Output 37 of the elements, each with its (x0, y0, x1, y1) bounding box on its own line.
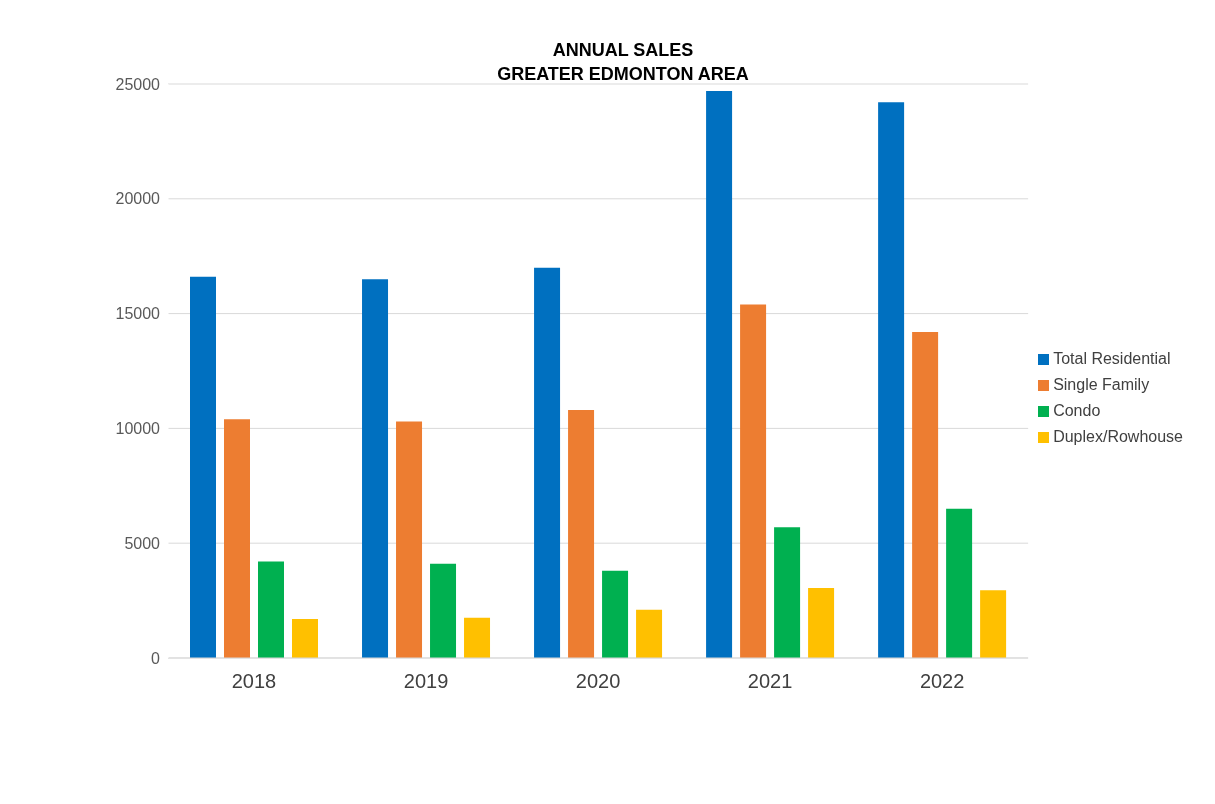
bar (878, 102, 905, 658)
bar (396, 421, 423, 658)
x-tick-label: 2020 (575, 670, 621, 693)
x-tick-label: 2021 (747, 670, 793, 693)
bar (534, 267, 561, 658)
bar (946, 508, 973, 658)
legend-label: Duplex/Rowhouse (1053, 428, 1183, 445)
chart-title: ANNUAL SALES (551, 39, 695, 62)
bar (568, 410, 595, 658)
x-tick-label: 2022 (919, 670, 965, 693)
bar (912, 331, 939, 658)
bar (980, 590, 1007, 658)
bar (258, 561, 284, 658)
bar (636, 609, 663, 658)
bar (190, 276, 216, 658)
legend-label: Condo (1053, 402, 1101, 419)
bar (740, 304, 767, 658)
bar (362, 279, 389, 658)
legend-label: Single Family (1053, 376, 1150, 393)
bar (774, 527, 801, 658)
legend-label: Total Residential (1053, 350, 1171, 367)
bar (292, 618, 318, 658)
y-tick-label: 5000 (124, 534, 161, 552)
y-tick-label: 0 (151, 649, 161, 667)
bar (430, 563, 457, 658)
y-tick-label: 10000 (115, 420, 161, 438)
chart-subtitle: GREATER EDMONTON AREA (497, 64, 749, 84)
y-tick-label: 20000 (115, 190, 161, 208)
bar (706, 90, 733, 658)
y-tick-label: 15000 (115, 305, 161, 323)
bar (808, 587, 835, 658)
bar (464, 617, 491, 658)
bar (224, 419, 250, 658)
x-tick-label: 2019 (403, 670, 449, 693)
y-tick-label: 25000 (115, 75, 161, 93)
bar (602, 570, 629, 658)
x-tick-label: 2018 (231, 670, 277, 693)
